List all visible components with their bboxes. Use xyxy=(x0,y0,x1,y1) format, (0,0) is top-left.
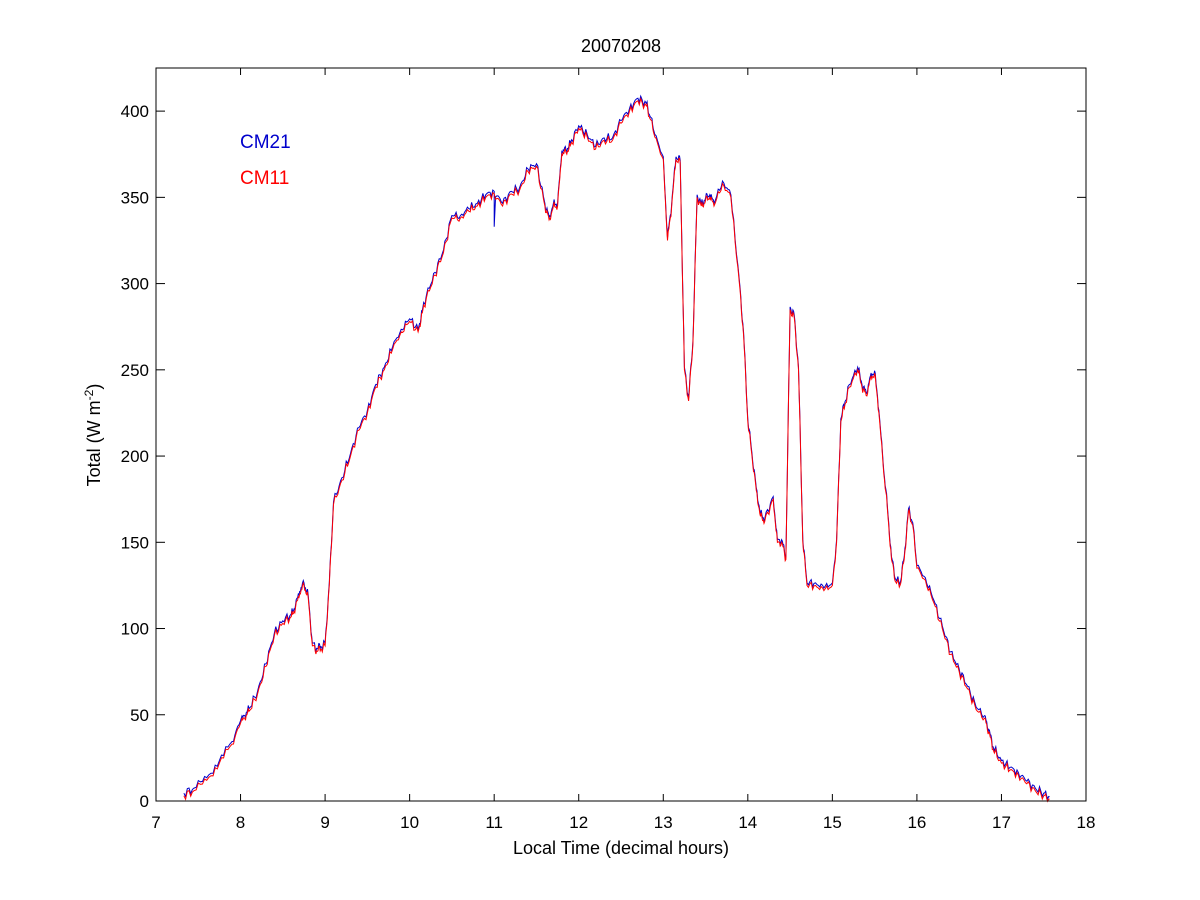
y-tick-label: 300 xyxy=(121,275,149,294)
x-tick-label: 17 xyxy=(992,813,1011,832)
y-tick-label: 0 xyxy=(140,792,149,811)
y-tick-label: 400 xyxy=(121,102,149,121)
y-axis-label-base: Total (W m xyxy=(84,400,104,486)
legend-entry-cm21: CM21 xyxy=(240,132,291,153)
x-tick-label: 18 xyxy=(1077,813,1096,832)
y-axis-label-end: ) xyxy=(84,384,104,390)
x-tick-label: 8 xyxy=(236,813,245,832)
x-tick-label: 9 xyxy=(320,813,329,832)
x-tick-label: 11 xyxy=(485,813,503,832)
x-tick-label: 12 xyxy=(569,813,588,832)
y-tick-label: 50 xyxy=(130,706,149,725)
ticks-layer: 7 8 9 10 11 12 13 14 15 16 17 18 0 50 100 150 200 250 300 3… xyxy=(121,68,1096,832)
y-tick-label: 100 xyxy=(121,620,149,639)
x-tick-label: 13 xyxy=(654,813,673,832)
plot-frame xyxy=(155,67,1087,802)
series-line-cm11 xyxy=(183,97,1050,803)
chart-title: 20070208 xyxy=(581,36,661,56)
x-tick-label: 7 xyxy=(151,813,160,832)
x-tick-label: 15 xyxy=(823,813,842,832)
series-layer xyxy=(183,94,1050,803)
y-tick-label: 150 xyxy=(121,533,149,552)
y-axis-label-superscript: -2 xyxy=(82,389,96,400)
y-axis-label: Total (W m-2) xyxy=(82,384,104,487)
y-tick-label: 350 xyxy=(121,188,149,207)
y-tick-label: 250 xyxy=(121,361,149,380)
x-tick-label: 14 xyxy=(738,813,757,832)
x-tick-label: 16 xyxy=(907,813,926,832)
x-axis-label: Local Time (decimal hours) xyxy=(513,838,729,858)
x-tick-label: 10 xyxy=(400,813,419,832)
legend-entry-cm11: CM11 xyxy=(240,168,289,189)
y-tick-label: 200 xyxy=(121,447,149,466)
plot-area xyxy=(156,68,1086,801)
